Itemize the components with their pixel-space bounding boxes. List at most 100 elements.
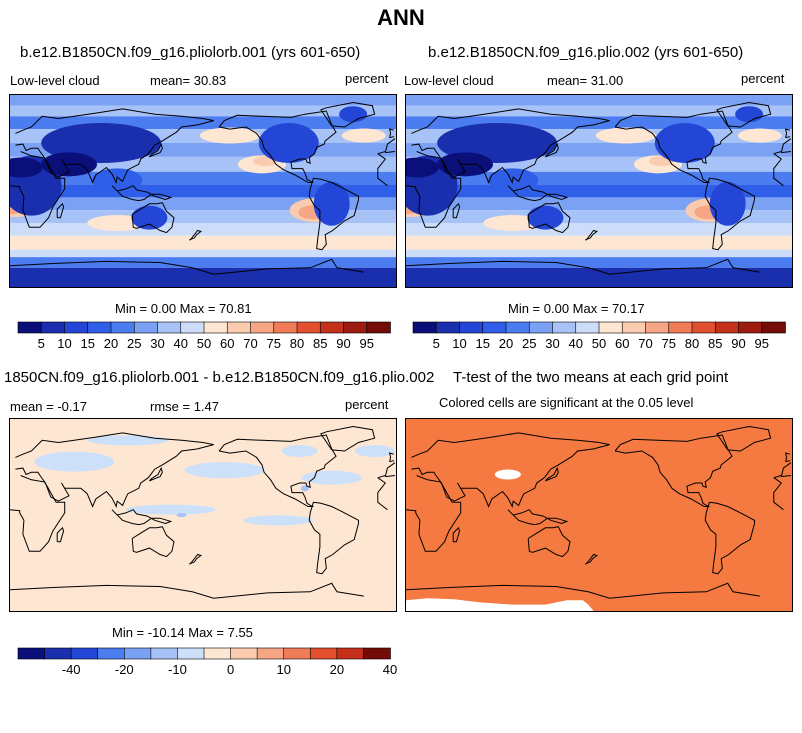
colorbar-tick-label: -10	[168, 662, 187, 677]
colorbar-tick-label: 5	[433, 336, 440, 351]
coastline-southAmerica	[308, 177, 359, 251]
field-patch	[125, 504, 216, 515]
coastline-africa	[773, 477, 784, 511]
colorbar-swatch	[226, 321, 252, 334]
coastline-japan	[545, 142, 559, 158]
colorbar-tick-label: 70	[638, 336, 652, 351]
colorbar-swatch	[230, 647, 258, 660]
colorbar-tick-label: -40	[62, 662, 81, 677]
coastline-eurasia	[780, 462, 792, 477]
colorbar-tick-label: 95	[755, 336, 769, 351]
field-patch	[92, 168, 143, 193]
coastline-indonesia	[111, 185, 173, 202]
coastline-britain	[388, 452, 395, 462]
coastline-greenland	[716, 425, 772, 452]
coastline-eurasia	[411, 432, 610, 509]
colorbar-swatch	[668, 321, 693, 334]
field-band	[10, 105, 396, 117]
field-band	[406, 267, 792, 287]
colorbar-tick-label: 0	[227, 662, 234, 677]
colorbar-tick-label: 85	[313, 336, 327, 351]
colorbar-tick-label: 40	[383, 662, 397, 677]
panel1-variable-label: Low-level cloud	[10, 73, 100, 88]
coastline-newzealand	[188, 553, 202, 565]
colorbar-tick-label: 20	[104, 336, 118, 351]
colorbar-tick-label: 50	[197, 336, 211, 351]
panel2-mean-label: mean= 31.00	[547, 73, 624, 88]
panel3-mean-label: mean = -0.17	[10, 399, 87, 414]
colorbar-swatch	[17, 321, 43, 334]
panel4-map	[405, 418, 793, 612]
colorbar-tick-label: 75	[267, 336, 281, 351]
colorbar-swatch	[761, 321, 786, 334]
panel2-variable-label: Low-level cloud	[404, 73, 494, 88]
colorbar-swatch	[44, 647, 72, 660]
coastline-eurasia	[385, 151, 395, 154]
panel3-colorbar: -40 -20 -10 0 10 20 40	[17, 647, 397, 678]
colorbar-tick-label: 90	[336, 336, 350, 351]
colorbar-swatch	[366, 321, 391, 334]
colorbar-tick-label: 25	[127, 336, 141, 351]
coastline-greenland	[320, 425, 376, 452]
coastline-eurasia	[781, 151, 791, 154]
coastline-indonesia	[507, 185, 569, 202]
colorbar-swatch	[598, 321, 624, 334]
panel2-units: percent	[741, 71, 785, 86]
coastline-japan	[149, 466, 163, 482]
panel1-title: b.e12.B1850CN.f09_g16.pliolorb.001 (yrs …	[20, 44, 361, 61]
colorbar-swatch	[273, 321, 298, 334]
coastline-africa	[377, 475, 386, 479]
panel3-minmax: Min = -10.14 Max = 7.55	[112, 625, 253, 640]
field-patch	[494, 469, 521, 480]
field-band	[10, 95, 396, 106]
colorbar-swatch	[575, 321, 600, 334]
coastline-britain	[389, 136, 395, 139]
panel2-title: b.e12.B1850CN.f09_g16.plio.002 (yrs 601-…	[428, 44, 744, 61]
colorbar-tick-label: 30	[545, 336, 559, 351]
field-band	[406, 419, 792, 611]
coastline-eurasia	[15, 432, 214, 509]
colorbar-swatch	[283, 647, 312, 660]
coastline-madagascar	[56, 202, 65, 219]
colorbar-tick-label: 40	[174, 336, 188, 351]
coastline-madagascar	[56, 526, 65, 543]
coastline-eurasia	[385, 475, 395, 478]
colorbar-tick-label: 10	[276, 662, 290, 677]
panel4-title: T-test of the two means at each grid poi…	[453, 369, 729, 386]
field-patch	[10, 157, 43, 178]
colorbar-swatch	[621, 321, 647, 334]
field-patch	[737, 128, 782, 143]
field-band	[10, 235, 396, 250]
panel1-mean-label: mean= 30.83	[150, 73, 227, 88]
field-band	[10, 419, 396, 611]
coastline-newzealand	[584, 553, 598, 565]
colorbar-tick-label: 30	[150, 336, 164, 351]
colorbar-tick-label: 60	[220, 336, 234, 351]
field-patch	[243, 515, 314, 526]
colorbar-swatch	[157, 321, 182, 334]
coastline-eurasia	[781, 475, 791, 478]
coastline-africa	[377, 153, 388, 187]
colorbar-swatch	[17, 647, 46, 660]
field-patch	[654, 123, 715, 163]
field-band	[10, 267, 396, 287]
colorbar-swatch	[123, 647, 152, 660]
coastline-japan	[545, 466, 559, 482]
colorbar-swatch	[203, 647, 232, 660]
field-patch	[131, 205, 168, 230]
colorbar-tick-label: 75	[662, 336, 676, 351]
coastline-antarctica	[406, 258, 760, 275]
coastline-northAmerica	[614, 110, 733, 183]
coastline-australia	[131, 202, 175, 234]
colorbar-swatch	[319, 321, 345, 334]
coastline-africa	[377, 151, 386, 155]
field-patch	[313, 181, 350, 226]
colorbar-swatch	[309, 647, 338, 660]
colorbar-tick-label: 20	[330, 662, 344, 677]
coastline-eurasia	[384, 462, 396, 477]
field-band	[10, 257, 396, 268]
coastline-northAmerica	[218, 110, 337, 183]
colorbar-tick-label: 40	[569, 336, 583, 351]
colorbar-swatch	[150, 647, 179, 660]
coastline-greenland	[320, 101, 376, 128]
